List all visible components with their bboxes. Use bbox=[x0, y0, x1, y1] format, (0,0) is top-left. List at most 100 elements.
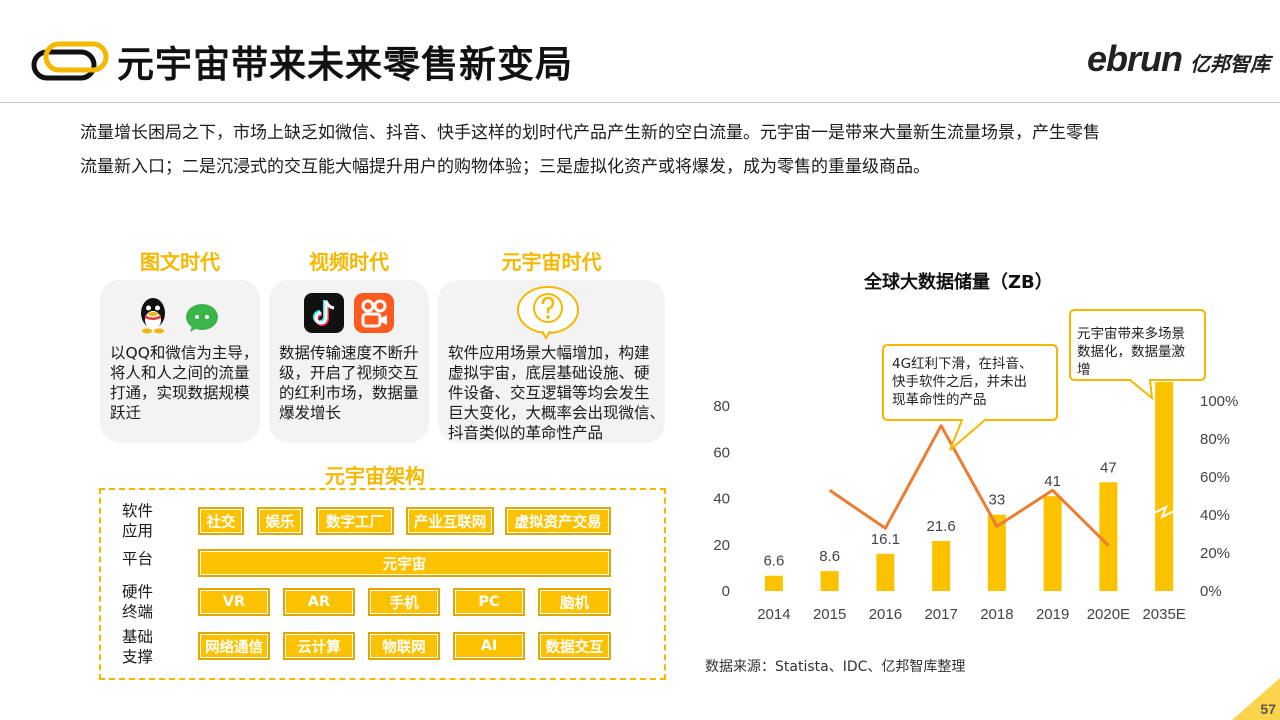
arch-chip: 社交 bbox=[198, 507, 244, 535]
arch-chip: 数字工厂 bbox=[316, 507, 394, 535]
bar bbox=[987, 514, 1006, 591]
arch-chip: 产业互联网 bbox=[406, 507, 494, 535]
era-text-line: 数据传输速度不断升 bbox=[279, 344, 419, 362]
data-label: 16.1 bbox=[871, 531, 900, 548]
x-tick-label: 2019 bbox=[1036, 606, 1069, 623]
arch-row-label: 软件 应用 bbox=[122, 501, 153, 541]
data-label: 21.6 bbox=[927, 518, 956, 535]
era-text-line: 件设备、交互逻辑等均会发生 bbox=[448, 384, 650, 402]
era-title-image-text: 图文时代 bbox=[140, 250, 220, 274]
bar bbox=[1155, 382, 1174, 591]
page-corner: 57 bbox=[1232, 678, 1280, 720]
arch-label-line: 终端 bbox=[122, 603, 154, 621]
data-label: 41 bbox=[1044, 473, 1061, 490]
arch-chip: 网络通信 bbox=[198, 632, 270, 660]
arch-label-line: 硬件 bbox=[122, 583, 154, 601]
era-text-line: 软件应用场景大幅增加，构建 bbox=[448, 344, 650, 362]
page-number: 57 bbox=[1260, 701, 1276, 717]
bar bbox=[876, 553, 895, 591]
annotation-text: 增 bbox=[1077, 362, 1091, 378]
data-label: 33 bbox=[989, 492, 1006, 509]
arch-row-label: 硬件 终端 bbox=[122, 582, 153, 622]
brand-cn: 亿邦智库 bbox=[1190, 52, 1270, 76]
era-title-metaverse: 元宇宙时代 bbox=[501, 250, 602, 274]
era-text-line: 以QQ和微信为主导， bbox=[110, 344, 259, 362]
axis-break-mark bbox=[1153, 504, 1175, 520]
arch-label-line: 基础 bbox=[122, 628, 154, 646]
annotation-text: 现革命性的产品 bbox=[892, 391, 987, 408]
era-text-line: 虚拟宇宙，底层基础设施、硬 bbox=[448, 364, 650, 382]
annotation-text: 数据化，数据量激 bbox=[1077, 344, 1185, 360]
douyin-icon bbox=[304, 293, 344, 333]
era-card-image-text: 以QQ和微信为主导， 将人和人之间的流量 打通，实现数据规模 跃迁 bbox=[100, 280, 260, 443]
era-card-video: 数据传输速度不断升 级，开启了视频交互 的红利市场，数据量 爆发增长 bbox=[269, 280, 429, 443]
wechat-icon bbox=[186, 304, 218, 332]
arch-label-line: 支撑 bbox=[122, 648, 154, 666]
kuaishou-icon bbox=[354, 293, 394, 333]
y2-tick-label: 0% bbox=[1200, 583, 1222, 600]
intro-paragraph: 流量增长困局之下，市场上缺乏如微信、抖音、快手这样的划时代产品产生新的空白流量。… bbox=[80, 116, 1220, 184]
y-tick-label: 20 bbox=[713, 537, 730, 554]
growth-line bbox=[828, 424, 1110, 547]
bar bbox=[1043, 496, 1062, 591]
arch-chip: AR bbox=[283, 588, 355, 616]
era-title-video: 视频时代 bbox=[309, 250, 389, 274]
arch-chip: 数据交互 bbox=[538, 632, 611, 660]
era-text-line: 级，开启了视频交互 bbox=[279, 364, 419, 382]
qq-icon bbox=[141, 298, 165, 334]
era-card-metaverse: 软件应用场景大幅增加，构建 虚拟宇宙，底层基础设施、硬 件设备、交互逻辑等均会发… bbox=[438, 280, 665, 443]
bar bbox=[820, 571, 839, 591]
source-note: 数据来源：Statista、IDC、亿邦智库整理 bbox=[705, 659, 966, 675]
era-text-line: 抖音类似的革命性产品 bbox=[448, 424, 604, 442]
chart-area: 0 20 40 60 80 0% 20% 40% 60% 80% 100% 6.6 2014 8.6 201… bbox=[713, 309, 1238, 623]
arch-chip: AI bbox=[453, 632, 525, 660]
arch-label-line: 平台 bbox=[122, 550, 154, 568]
question-bubble-icon bbox=[517, 286, 579, 340]
era-text-line: 的红利市场，数据量 bbox=[279, 384, 419, 402]
arch-chip: 元宇宙 bbox=[198, 549, 611, 577]
arch-label-line: 软件 bbox=[122, 502, 154, 520]
brand-en: ebrun bbox=[1086, 38, 1183, 79]
y-tick-label: 0 bbox=[722, 583, 730, 600]
arch-chip: 虚拟资产交易 bbox=[505, 507, 611, 535]
era-text-line: 巨大变化，大概率会出现微信、 bbox=[448, 404, 666, 422]
bar bbox=[1099, 482, 1118, 591]
era-text-line: 将人和人之间的流量 bbox=[110, 364, 250, 382]
logo-icon bbox=[31, 41, 109, 81]
arch-chip: VR bbox=[198, 588, 270, 616]
bar bbox=[932, 541, 951, 591]
arch-chip: 脑机 bbox=[538, 588, 611, 616]
arch-chip: 云计算 bbox=[283, 632, 355, 660]
y-tick-label: 60 bbox=[713, 444, 730, 461]
x-tick-label: 2018 bbox=[980, 606, 1013, 623]
arch-chip: PC bbox=[453, 588, 525, 616]
annotation-text: 元宇宙带来多场景 bbox=[1077, 325, 1185, 342]
annotation-text: 4G红利下滑，在抖音、 bbox=[892, 355, 1033, 372]
brand-logo: ebrun 亿邦智库 bbox=[1086, 38, 1270, 79]
annotation-callout bbox=[1069, 309, 1206, 401]
data-label: 8.6 bbox=[819, 548, 840, 565]
intro-line-1: 流量增长困局之下，市场上缺乏如微信、抖音、快手这样的划时代产品产生新的空白流量。… bbox=[80, 123, 1100, 143]
header: 元宇宙带来未来零售新变局 ebrun 亿邦智库 bbox=[0, 0, 1280, 103]
intro-line-2: 流量新入口；二是沉浸式的交互能大幅提升用户的购物体验；三是虚拟化资产或将爆发，成… bbox=[80, 157, 930, 177]
bar bbox=[764, 575, 783, 591]
y2-tick-label: 60% bbox=[1200, 469, 1230, 486]
y2-tick-label: 20% bbox=[1200, 545, 1230, 562]
arch-row-label: 平台 bbox=[122, 549, 153, 569]
annotation-text: 快手软件之后，并未出 bbox=[892, 374, 1027, 390]
era-text-line: 爆发增长 bbox=[279, 404, 342, 422]
arch-chip: 娱乐 bbox=[257, 507, 303, 535]
data-label: 6.6 bbox=[763, 553, 784, 570]
y2-tick-label: 100% bbox=[1200, 393, 1238, 410]
era-text-line: 跃迁 bbox=[110, 404, 142, 422]
architecture-title: 元宇宙架构 bbox=[325, 464, 425, 488]
arch-chip: 物联网 bbox=[368, 632, 440, 660]
annotation-callout bbox=[882, 344, 1058, 451]
arch-chip: 手机 bbox=[368, 588, 440, 616]
era-text-line: 打通，实现数据规模 bbox=[110, 384, 250, 402]
y-tick-label: 40 bbox=[713, 491, 730, 508]
architecture-box bbox=[99, 488, 666, 680]
data-label: 47 bbox=[1100, 459, 1117, 476]
x-tick-label: 2015 bbox=[813, 606, 846, 623]
y2-tick-label: 40% bbox=[1200, 507, 1230, 524]
